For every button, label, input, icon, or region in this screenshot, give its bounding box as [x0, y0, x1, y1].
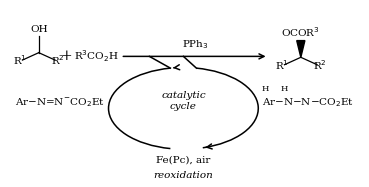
Text: H: H: [261, 85, 269, 93]
Polygon shape: [297, 41, 305, 57]
Text: R$^1$: R$^1$: [13, 53, 27, 67]
Text: Ar$-$N=N$^{-}$CO$_2$Et: Ar$-$N=N$^{-}$CO$_2$Et: [15, 96, 105, 109]
Text: +: +: [60, 49, 72, 63]
Text: R$^1$: R$^1$: [275, 58, 289, 72]
Text: catalytic
cycle: catalytic cycle: [161, 91, 206, 111]
Text: R$^2$: R$^2$: [51, 53, 64, 67]
Text: OH: OH: [30, 25, 48, 34]
Text: $\mathregular{O}$COR$^3$: $\mathregular{O}$COR$^3$: [281, 25, 320, 39]
Text: Ar$-$N$-$N$-$CO$_2$Et: Ar$-$N$-$N$-$CO$_2$Et: [262, 96, 354, 109]
Text: R$^2$: R$^2$: [313, 58, 327, 72]
Text: PPh$_3$: PPh$_3$: [182, 38, 209, 51]
Text: reoxidation: reoxidation: [154, 171, 213, 180]
Text: R$^3$CO$_2$H: R$^3$CO$_2$H: [74, 49, 119, 64]
Text: H: H: [280, 85, 287, 93]
Text: Fe(Pc), air: Fe(Pc), air: [156, 156, 211, 165]
